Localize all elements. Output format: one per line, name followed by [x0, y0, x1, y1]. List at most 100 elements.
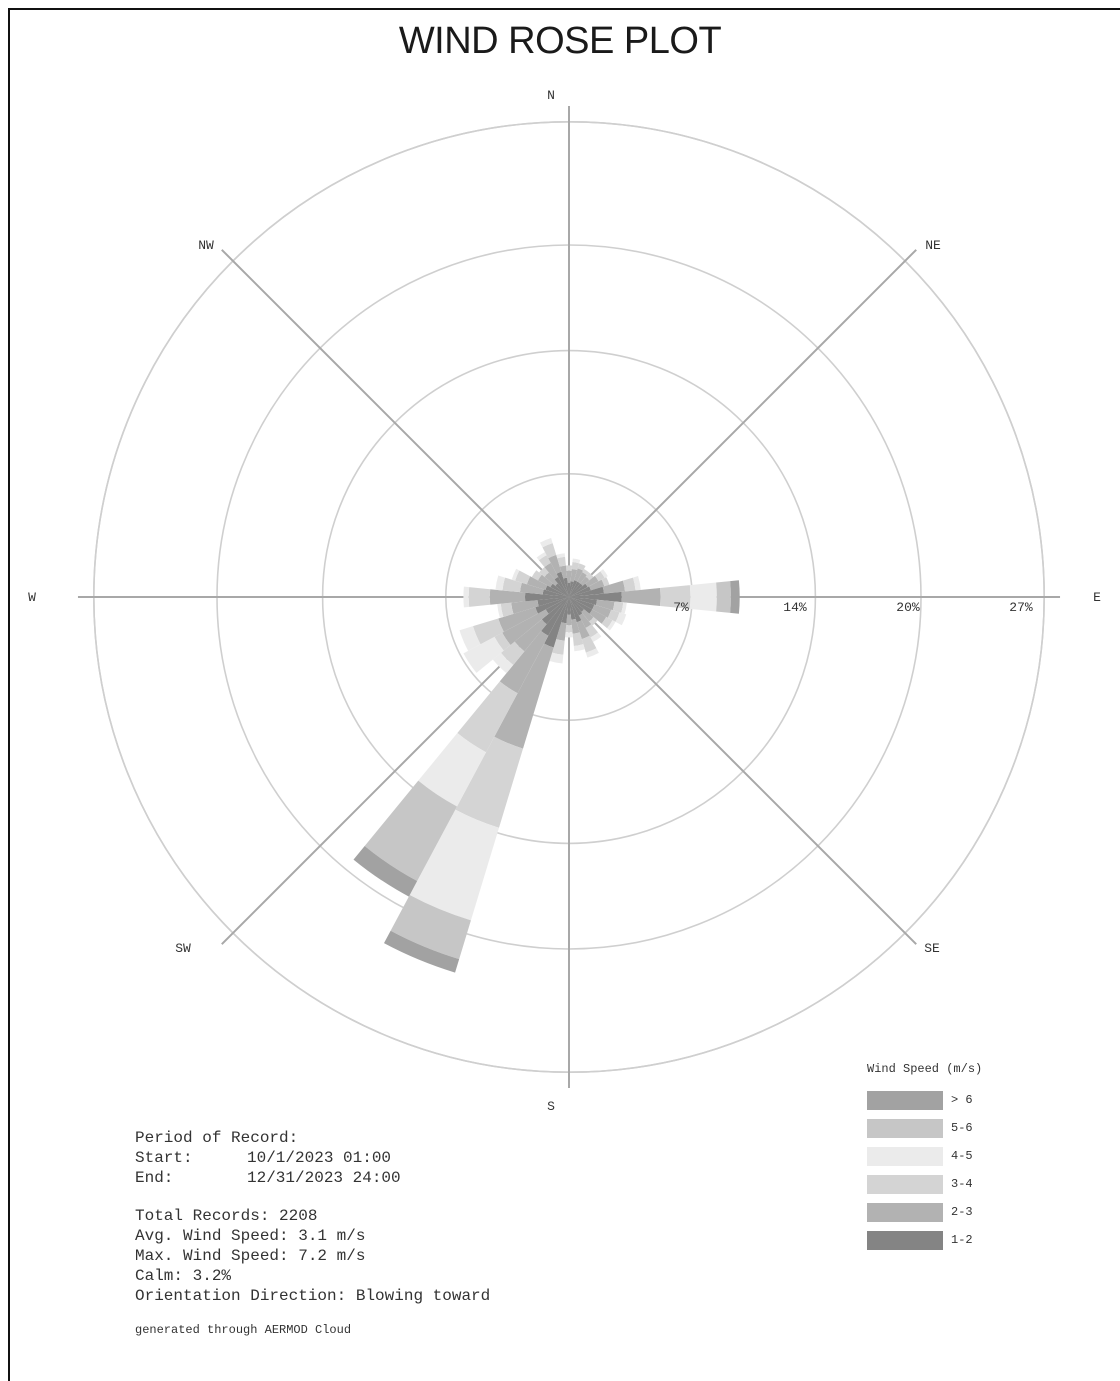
legend-label: 3-4: [951, 1177, 973, 1191]
petal-213.75-bin-2: [418, 733, 487, 807]
sector-67.5: [569, 577, 610, 597]
petal-90-bin-1: [716, 581, 731, 613]
legend-item: 2-3: [867, 1198, 982, 1226]
petal-337.5-bin-3: [542, 543, 557, 559]
petal-202.5-bin-4: [494, 643, 554, 749]
petal-326.25-bin-2: [536, 551, 547, 561]
petal-281.25-bin-3: [502, 577, 522, 593]
petal-33.75-bin-3: [582, 569, 590, 576]
legend-item: 3-4: [867, 1170, 982, 1198]
petal-157.5-bin-2: [585, 648, 599, 658]
petal-78.75-bin-4: [602, 580, 626, 594]
petal-67.5-bin-3: [601, 577, 610, 587]
petal-326.25-bin-3: [538, 555, 551, 568]
petal-146.25-bin-5: [569, 597, 583, 616]
petal-292.5-bin-2: [511, 568, 520, 581]
petal-135-bin-4: [581, 609, 594, 622]
petal-348.75-bin-3: [557, 556, 566, 567]
petal-11.25-bin-4: [570, 568, 578, 582]
petal-348.75-bin-5: [563, 577, 569, 597]
petal-45-bin-3: [585, 572, 594, 581]
petal-90-bin-4: [621, 588, 661, 606]
petal-213.75-bin-5: [541, 597, 569, 636]
legend-item: 5-6: [867, 1114, 982, 1142]
petal-270-bin-3: [468, 587, 491, 607]
petal-292.5-bin-4: [526, 576, 548, 590]
petal-56.25-bin-2: [600, 569, 608, 578]
petal-202.5-bin-5: [544, 597, 569, 648]
direction-label-s: S: [547, 1099, 555, 1114]
legend: Wind Speed (m/s) > 6 5-6 4-5 3-4 2-3 1-2: [867, 1062, 982, 1254]
petal-168.75-bin-3: [572, 632, 584, 647]
petal-213.75-bin-4: [499, 631, 549, 694]
petal-270-bin-2: [463, 586, 470, 608]
end-label: End:: [135, 1169, 174, 1187]
sector-78.75: [569, 576, 641, 597]
petal-247.5-bin-5: [535, 597, 569, 614]
petal-101.25-bin-4: [595, 599, 615, 611]
sector-11.25: [569, 558, 581, 597]
petal-123.75-bin-3: [601, 616, 613, 629]
ring-label-4: 27%: [1009, 600, 1033, 615]
sector-270: [463, 586, 569, 608]
petal-90-bin-5: [569, 591, 622, 603]
petal-191.25-bin-2: [549, 652, 564, 664]
legend-title: Wind Speed (m/s): [867, 1062, 983, 1076]
petal-236.25-bin-4: [502, 609, 549, 646]
sector-101.25: [569, 597, 627, 614]
petal-67.5-bin-4: [589, 579, 605, 591]
legend-label: 2-3: [951, 1205, 973, 1219]
sector-303.75: [531, 570, 569, 597]
legend-item: 1-2: [867, 1226, 982, 1254]
petal-258.75-bin-3: [500, 602, 514, 617]
petal-236.25-bin-2: [463, 636, 504, 673]
petal-303.75-bin-3: [531, 570, 542, 581]
sector-22.5: [569, 563, 586, 597]
plot-frame: [8, 8, 1120, 1381]
petal-348.75-bin-4: [559, 565, 568, 579]
direction-label-se: SE: [924, 941, 940, 956]
sector-247.5: [459, 597, 569, 651]
petal-146.25-bin-2: [590, 632, 602, 643]
petal-112.5-bin-3: [607, 609, 620, 622]
petal-180-bin-3: [565, 625, 573, 633]
end-value: 12/31/2023 24:00: [247, 1169, 401, 1187]
chart-title: WIND ROSE PLOT: [398, 20, 722, 62]
sector-0: [565, 565, 573, 597]
legend-label: 4-5: [951, 1149, 973, 1163]
petal-225-bin-5: [541, 597, 569, 625]
legend-item: 4-5: [867, 1142, 982, 1170]
petal-112.5-bin-4: [592, 604, 612, 618]
petal-292.5-bin-5: [545, 585, 569, 597]
ring-label-1: 7%: [673, 600, 689, 615]
petal-135-bin-3: [589, 617, 598, 626]
petal-180-bin-2: [565, 632, 573, 638]
petal-326.25-bin-5: [554, 576, 569, 597]
legend-swatch: [867, 1174, 943, 1194]
direction-label-ne: NE: [925, 238, 941, 253]
petal-202.5-bin-0: [383, 930, 460, 973]
petal-202.5-bin-2: [409, 809, 500, 921]
petal-168.75-bin-2: [573, 644, 585, 652]
petal-56.25-bin-3: [594, 571, 605, 582]
petal-123.75-bin-4: [589, 609, 607, 624]
petal-101.25-bin-2: [621, 602, 627, 614]
legend-label: > 6: [951, 1093, 973, 1107]
direction-label-n: N: [547, 88, 555, 103]
start-label: Start:: [135, 1149, 193, 1167]
sector-236.25: [463, 597, 569, 673]
petal-78.75-bin-5: [569, 586, 605, 597]
petal-45-bin-5: [569, 583, 583, 597]
petal-236.25-bin-5: [545, 597, 569, 614]
petal-22.5-bin-5: [569, 580, 578, 597]
petal-213.75-bin-0: [353, 845, 418, 897]
petal-337.5-bin-2: [539, 538, 553, 548]
petal-191.25-bin-4: [556, 622, 567, 641]
petal-337.5-bin-4: [548, 554, 562, 574]
petal-168.75-bin-5: [569, 597, 576, 620]
sector-315: [539, 567, 569, 597]
petal-157.5-bin-4: [576, 620, 590, 640]
petal-123.75-bin-2: [607, 620, 616, 631]
start-value: 10/1/2023 01:00: [247, 1149, 392, 1167]
orientation-direction: Orientation Direction: Blowing toward: [135, 1287, 491, 1305]
